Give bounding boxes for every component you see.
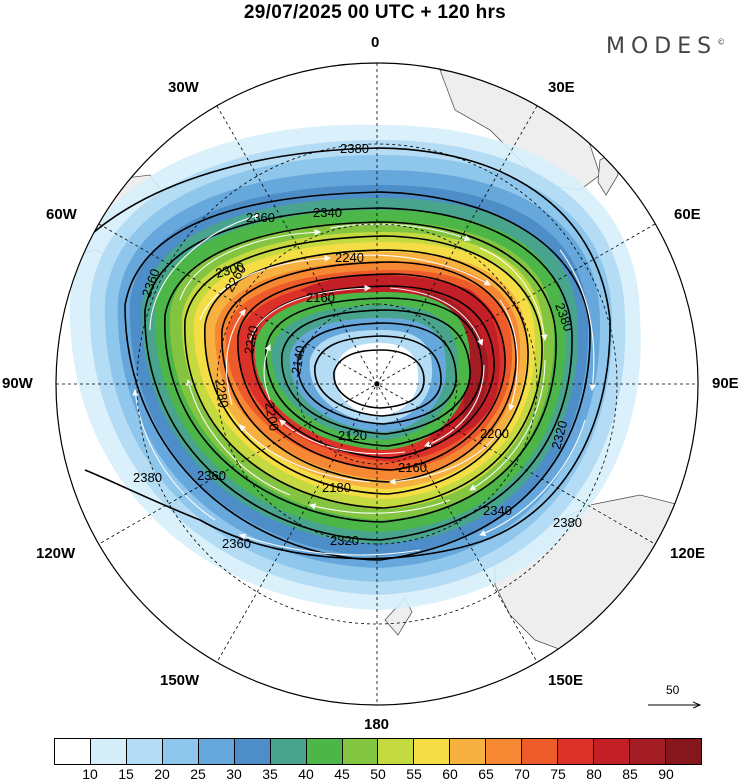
south-pole-marker — [374, 381, 380, 387]
color-bar-tick-label: 50 — [370, 766, 386, 782]
contour-label: 2380 — [340, 141, 369, 156]
longitude-label-30w: 30W — [168, 79, 199, 96]
contour-label: 2340 — [483, 503, 512, 518]
color-bar-swatch — [270, 739, 307, 764]
contour-2360 — [124, 191, 591, 561]
reference-vector-label: 50 — [666, 683, 680, 697]
color-bar-swatch — [522, 739, 559, 764]
color-bar-swatch — [665, 739, 701, 764]
color-bar-tick-label: 25 — [190, 766, 206, 782]
map-border — [55, 62, 699, 706]
contour-2200 — [265, 297, 483, 447]
longitude-label-150w: 150W — [160, 672, 200, 689]
contour-label: 2200 — [480, 426, 509, 441]
contour-label: 2140 — [288, 344, 308, 375]
contour-label: 2120 — [338, 428, 367, 443]
contour-label: 2320 — [548, 419, 570, 451]
color-bar-tick-label: 15 — [118, 766, 134, 782]
color-bar-tick-label: 75 — [550, 766, 566, 782]
contour-label: 2360 — [222, 536, 251, 551]
color-bar-swatch — [90, 739, 127, 764]
contour-label: 2180 — [322, 480, 351, 495]
contour-2320 — [164, 221, 557, 523]
color-bar-tick-label: 70 — [514, 766, 530, 782]
color-bar-swatch — [558, 739, 595, 764]
contour-2220 — [251, 285, 495, 459]
contour-2340 — [144, 207, 573, 541]
color-bar-swatch — [234, 739, 271, 764]
color-bar-swatch — [126, 739, 163, 764]
height-contours — [84, 147, 611, 561]
longitude-label-180: 180 — [364, 716, 390, 733]
brand-name: MODES — [606, 34, 718, 59]
color-bar-swatch — [630, 739, 666, 764]
color-bar-tick-label: 45 — [334, 766, 350, 782]
color-bar-swatch — [198, 739, 235, 764]
brand-copyright-mark: © — [717, 37, 726, 47]
contour-2180 — [281, 309, 471, 435]
color-bar-swatch — [450, 739, 487, 764]
color-bar-tick-label: 35 — [262, 766, 278, 782]
contour-label: 2160 — [306, 290, 335, 305]
color-bar-tick-label: 30 — [226, 766, 242, 782]
color-bar-swatch — [414, 739, 451, 764]
contour-label: 2360 — [246, 210, 275, 225]
longitude-label-0: 0 — [371, 34, 380, 51]
longitude-label-90w: 90W — [2, 375, 33, 392]
longitude-label-30e: 30E — [548, 79, 575, 96]
longitude-label-60w: 60W — [46, 206, 77, 223]
color-bar-swatch — [486, 739, 523, 764]
color-bar-tick-label: 60 — [442, 766, 458, 782]
color-bar-swatch — [342, 739, 379, 764]
longitude-label-120w: 120W — [36, 545, 76, 562]
contour-label: 2380 — [553, 515, 582, 530]
color-bar-tick-label: 20 — [154, 766, 170, 782]
longitude-label-60e: 60E — [674, 206, 701, 223]
longitude-label-90e: 90E — [712, 375, 739, 392]
contour-2260 — [221, 261, 517, 483]
color-bar-tick-label: 90 — [658, 766, 674, 782]
band-inner-white — [335, 343, 419, 416]
color-bar-swatch — [594, 739, 630, 764]
contour-2120 — [333, 349, 425, 409]
contour-label: 2200 — [262, 401, 282, 432]
modes-logo: MODES© — [606, 34, 725, 59]
contour-label: 2320 — [330, 533, 359, 548]
color-bar-tick-label: 40 — [298, 766, 314, 782]
color-bar-tick-label: 10 — [82, 766, 98, 782]
wind-streamlines — [132, 213, 596, 556]
contour-label: 2280 — [212, 378, 232, 409]
color-bar-swatch — [306, 739, 343, 764]
contour-label: 2160 — [398, 460, 427, 475]
longitude-label-120e: 120E — [670, 545, 706, 562]
longitude-label-150e: 150E — [548, 672, 584, 689]
color-bar-swatch — [55, 739, 91, 764]
map-title: 29/07/2025 00 UTC + 120 hrs — [243, 2, 507, 23]
contour-2380 — [84, 147, 611, 560]
contour-2240 — [237, 273, 506, 471]
contour-2160 — [297, 322, 457, 425]
contour-label: 2300 — [214, 259, 246, 281]
contour-2280 — [204, 249, 529, 495]
contour-label: 2340 — [313, 205, 342, 220]
contour-2300 — [184, 235, 543, 509]
color-bar-tick-label: 65 — [478, 766, 494, 782]
contour-label: 2360 — [197, 468, 226, 483]
color-bar-tick-label: 85 — [622, 766, 638, 782]
contour-label-layer: 2380 2360 2340 2380 2360 2380 2360 2360 … — [133, 141, 582, 551]
color-bar-swatch — [378, 739, 415, 764]
color-bar-tick-label: 55 — [406, 766, 422, 782]
contour-label: 2240 — [335, 250, 364, 265]
contour-label: 2380 — [133, 470, 162, 485]
contour-2140 — [314, 335, 442, 417]
contour-label: 2220 — [241, 324, 261, 355]
color-bar — [54, 738, 702, 765]
color-bar-swatch — [162, 739, 199, 764]
color-bar-tick-label: 80 — [586, 766, 602, 782]
